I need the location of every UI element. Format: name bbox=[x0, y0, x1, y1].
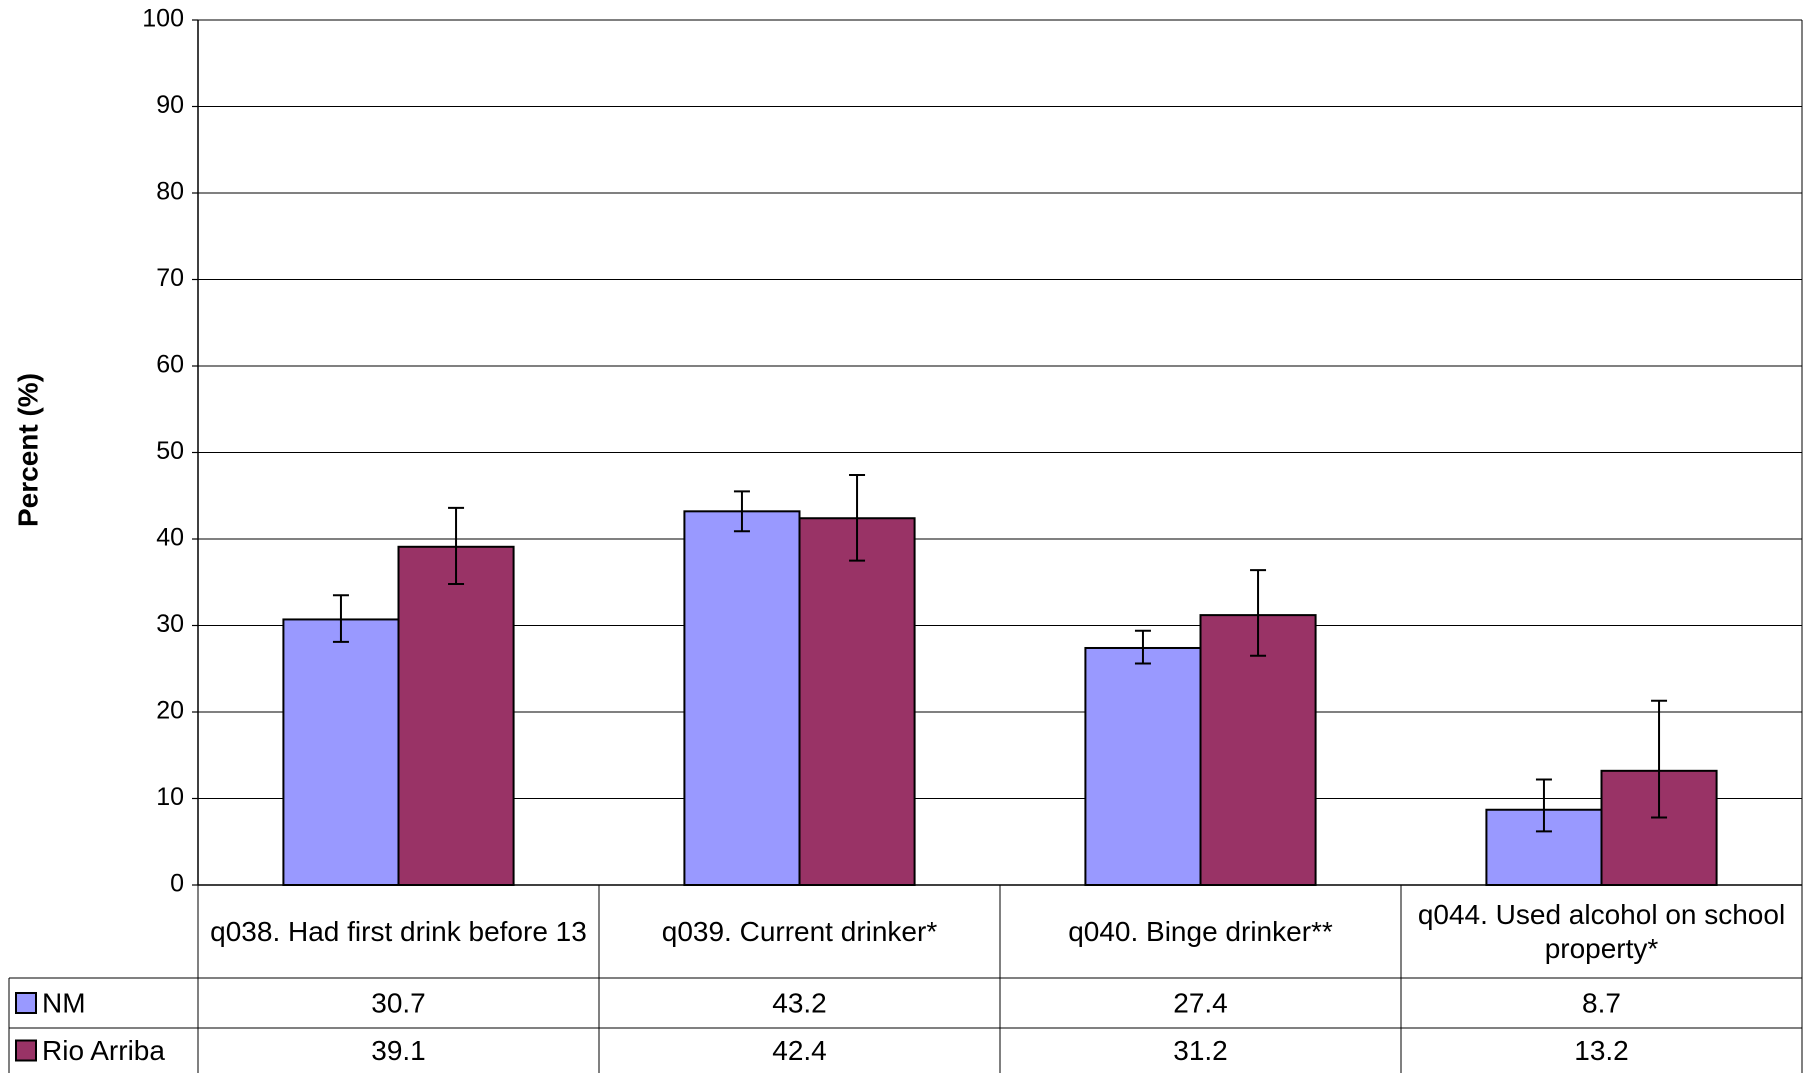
y-tick-label: 70 bbox=[156, 264, 184, 292]
x-tick-label: q044. Used alcohol on school property* bbox=[1417, 898, 1786, 964]
data-table-value: 43.2 bbox=[772, 987, 827, 1018]
y-tick-label: 30 bbox=[156, 610, 184, 638]
x-tick-label: q039. Current drinker* bbox=[661, 915, 938, 947]
x-tick-label: q040. Binge drinker** bbox=[1068, 915, 1333, 947]
bar bbox=[397, 545, 515, 886]
bar bbox=[282, 618, 400, 886]
data-table-value: 39.1 bbox=[371, 1035, 426, 1066]
bar bbox=[798, 517, 916, 886]
y-tick-label: 50 bbox=[156, 437, 184, 465]
bar bbox=[1600, 769, 1718, 887]
y-tick-label: 90 bbox=[156, 91, 184, 119]
legend-label: Rio Arriba bbox=[42, 1035, 165, 1066]
y-tick-label: 20 bbox=[156, 697, 184, 725]
legend-label: NM bbox=[42, 987, 86, 1018]
data-table-value: 13.2 bbox=[1574, 1035, 1629, 1066]
data-table-value: 8.7 bbox=[1582, 987, 1621, 1018]
y-axis-label: Percent (%) bbox=[12, 373, 43, 527]
y-tick-label: 0 bbox=[170, 870, 184, 898]
bar bbox=[1084, 646, 1202, 886]
y-tick-label: 80 bbox=[156, 178, 184, 206]
data-table-value: 42.4 bbox=[772, 1035, 827, 1066]
y-tick-label: 60 bbox=[156, 351, 184, 379]
bar bbox=[683, 510, 801, 886]
y-tick-label: 40 bbox=[156, 524, 184, 552]
data-table-value: 30.7 bbox=[371, 987, 426, 1018]
y-tick-label: 10 bbox=[156, 783, 184, 811]
legend-swatch bbox=[15, 992, 37, 1014]
bar bbox=[1199, 614, 1317, 886]
y-tick-label: 100 bbox=[142, 5, 184, 33]
data-table-value: 31.2 bbox=[1173, 1035, 1228, 1066]
legend-swatch bbox=[15, 1039, 37, 1062]
data-table-value: 27.4 bbox=[1173, 987, 1228, 1018]
x-tick-label: q038. Had first drink before 13 bbox=[210, 915, 587, 947]
